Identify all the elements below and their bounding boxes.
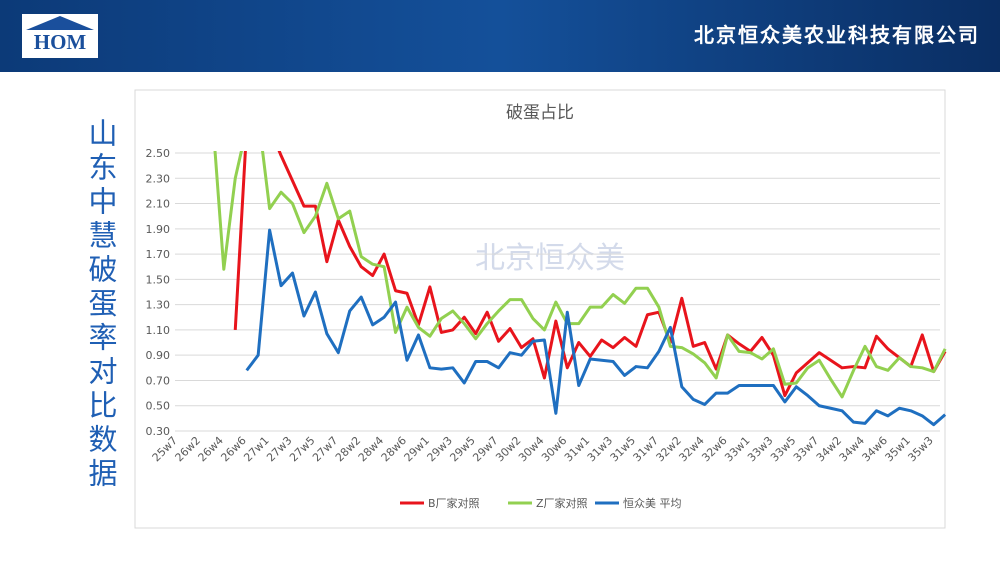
- lines: [213, 151, 947, 427]
- series-line: [233, 151, 947, 398]
- series-line: [213, 151, 947, 399]
- y-tick-label: 1.70: [146, 248, 171, 261]
- watermark: 北京恒众美: [475, 241, 625, 276]
- chart-frame: [134, 89, 946, 529]
- y-tick-label: 1.50: [146, 273, 171, 286]
- y-tick-label: 2.10: [146, 198, 171, 211]
- logo-text: HOM: [34, 30, 87, 54]
- legend-label: 恒众美 平均: [623, 497, 682, 510]
- y-tick-label: 1.10: [146, 324, 171, 337]
- y-tick-label: 1.90: [146, 223, 171, 236]
- chart-title: 破蛋占比: [506, 103, 574, 123]
- legend-label: B厂家对照: [428, 496, 480, 510]
- logo-roof: [26, 16, 94, 30]
- y-tick-label: 0.30: [146, 425, 171, 438]
- side-title: 山东中慧破蛋率对比数据: [84, 118, 118, 492]
- y-tick-label: 1.30: [146, 299, 171, 312]
- y-tick-label: 2.30: [146, 172, 171, 185]
- header-bar: [0, 0, 1000, 72]
- series-line: [245, 228, 947, 427]
- y-tick-label: 0.50: [146, 400, 171, 413]
- y-tick-label: 0.70: [146, 374, 171, 387]
- legend-label: Z厂家对照: [536, 496, 588, 510]
- company-name: 北京恒众美农业科技有限公司: [694, 23, 980, 47]
- y-tick-label: 2.50: [146, 147, 171, 160]
- y-tick-label: 0.90: [146, 349, 171, 362]
